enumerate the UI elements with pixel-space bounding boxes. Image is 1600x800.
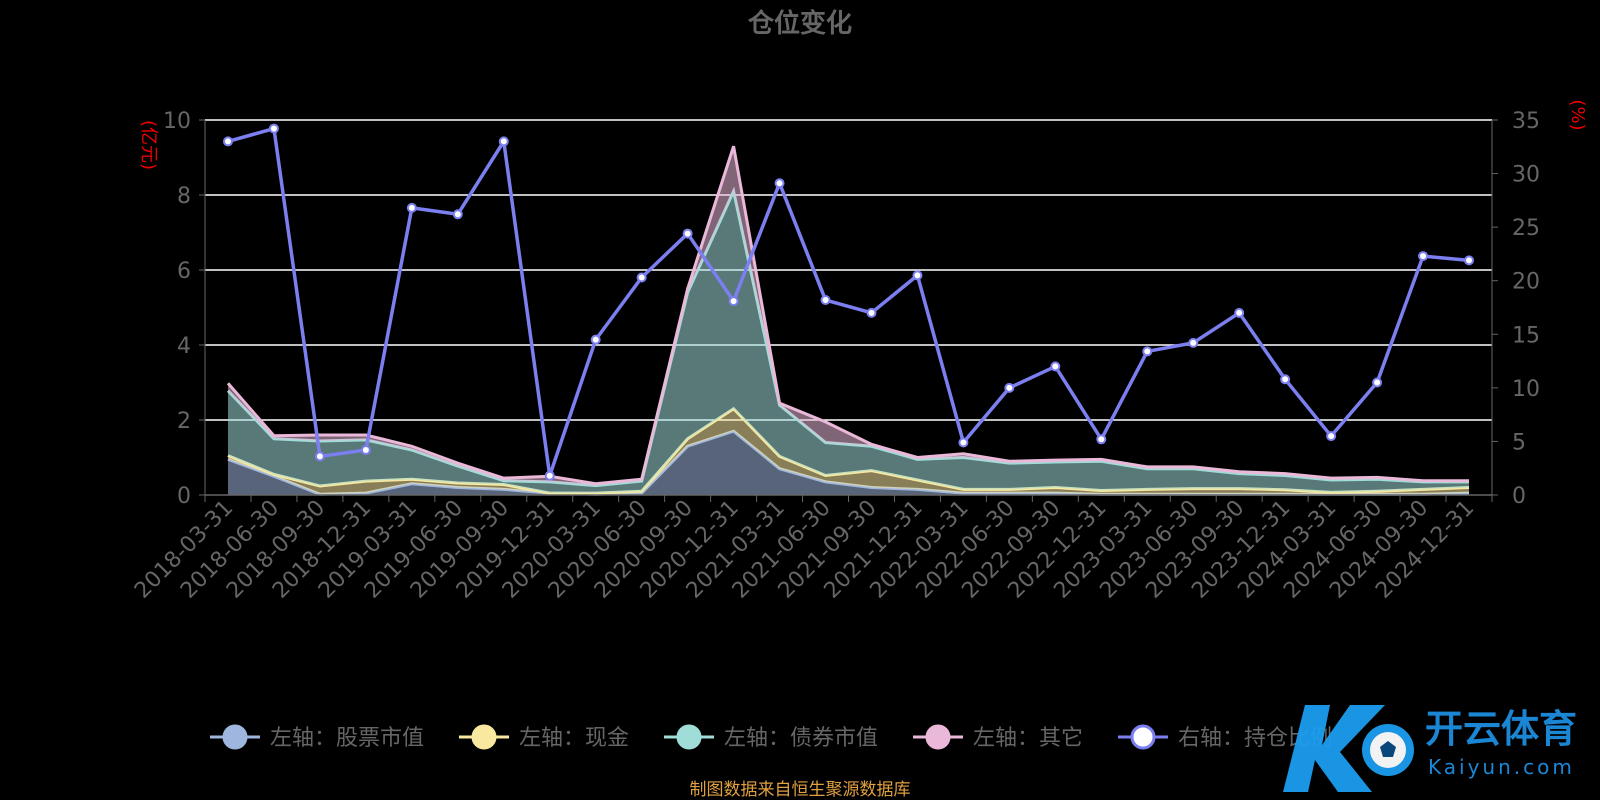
ratio-point (314, 451, 325, 462)
legend: 左轴：股票市值 左轴：现金 左轴：债券市值 左轴：其它 右轴：持仓比例 (210, 724, 1332, 751)
legend-marker (471, 724, 497, 750)
ratio-point (912, 270, 923, 281)
left-axis-unit: (亿元) (138, 120, 159, 170)
ratio-point (1142, 346, 1153, 357)
ratio-point (452, 209, 463, 220)
chart-title: 仓位变化 (747, 8, 852, 39)
right-tick-label: 5 (1512, 430, 1526, 455)
left-tick-label: 8 (177, 184, 191, 209)
left-tick-label: 10 (163, 109, 191, 134)
ratio-point (544, 470, 555, 481)
right-axis-unit: (%) (1567, 99, 1588, 130)
right-tick-label: 35 (1512, 109, 1540, 134)
ratio-point (1096, 434, 1107, 445)
line-series (222, 123, 1475, 481)
legend-marker (1130, 724, 1156, 750)
ratio-point (958, 437, 969, 448)
ratio-point (1004, 382, 1015, 393)
watermark-domain: Kaiyun.com (1428, 755, 1575, 779)
right-tick-label: 10 (1512, 377, 1540, 402)
right-tick-label: 30 (1512, 163, 1540, 188)
area-fill (227, 191, 1470, 494)
ratio-point (728, 296, 739, 307)
right-tick-label: 0 (1512, 484, 1526, 509)
ratio-point (774, 178, 785, 189)
legend-label: 左轴：现金 (519, 726, 629, 751)
legend-marker (222, 724, 248, 750)
right-tick-label: 25 (1512, 216, 1540, 241)
ratio-point (222, 136, 233, 147)
ratio-point (1050, 361, 1061, 372)
ratio-point (1326, 431, 1337, 442)
ratio-point (866, 307, 877, 318)
legend-label: 左轴：其它 (973, 726, 1083, 751)
legend-label: 左轴：债券市值 (724, 726, 878, 751)
left-tick-label: 2 (177, 409, 191, 434)
left-tick-label: 4 (177, 334, 191, 359)
left-tick-label: 0 (177, 484, 191, 509)
ratio-point (498, 136, 509, 147)
ratio-point (1188, 337, 1199, 348)
source-note: 制图数据来自恒生聚源数据库 (690, 780, 911, 800)
ratio-point (268, 123, 279, 134)
legend-label: 左轴：股票市值 (270, 726, 424, 751)
ratio-point (1372, 377, 1383, 388)
grid-lines (205, 119, 1492, 421)
ratio-point (1234, 307, 1245, 318)
right-tick-label: 15 (1512, 323, 1540, 348)
ratio-point (406, 202, 417, 213)
ratio-point (820, 295, 831, 305)
ratio-point (360, 445, 371, 455)
ratio-point (636, 272, 647, 283)
ratio-point (1464, 255, 1475, 266)
ratio-point (1280, 374, 1291, 385)
ratio-point (590, 334, 601, 345)
area-fill (227, 408, 1470, 495)
watermark-name: 开云体育 (1425, 707, 1577, 751)
area-series (226, 145, 1470, 496)
ratio-point (682, 228, 693, 239)
x-axis-ticks: 2018-03-312018-06-302018-09-302018-12-31… (130, 495, 1493, 604)
legend-marker (676, 724, 702, 750)
legend-marker (925, 724, 951, 750)
right-tick-label: 20 (1512, 270, 1540, 295)
left-tick-label: 6 (177, 259, 191, 284)
logo-k-icon (1283, 705, 1385, 792)
ratio-point (1418, 251, 1429, 262)
area-edge-line (226, 145, 1470, 486)
watermark-logo: 开云体育 Kaiyun.com (1283, 705, 1577, 792)
ratio-line (227, 126, 1470, 477)
